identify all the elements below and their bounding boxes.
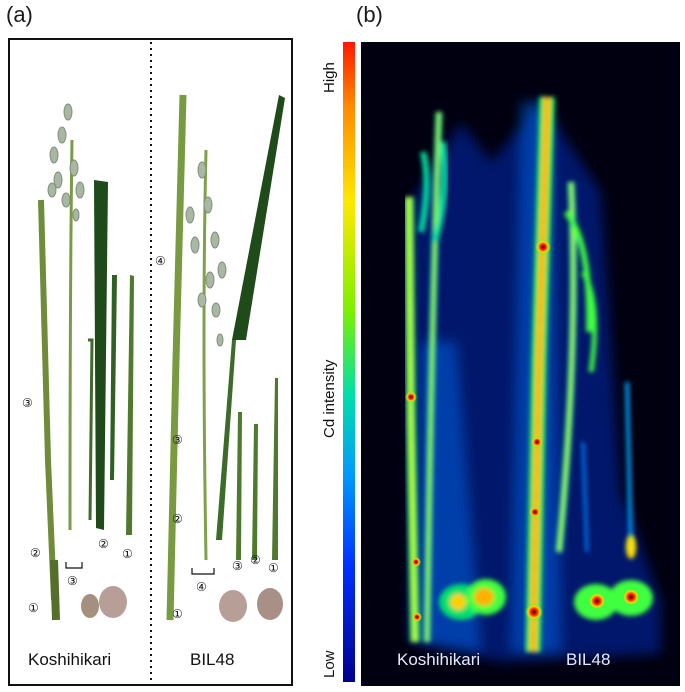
b-flag-leaf [232, 95, 285, 340]
bil48-caption: BIL48 [190, 650, 235, 669]
k-hotspot-3 [412, 612, 422, 622]
b-husk-1 [219, 590, 247, 622]
b-hotspot-4 [525, 603, 543, 621]
cd-image: Koshihikari BIL48 [361, 42, 680, 686]
b-marker-leaf3: ③ [232, 559, 243, 573]
b-marker-node4: ④ [155, 254, 166, 268]
panel-b-label: (b) [356, 2, 383, 27]
k-marker-node3: ③ [22, 396, 33, 410]
b-bracket [191, 568, 215, 575]
b-husk-2 [257, 588, 283, 620]
k-bracket [65, 562, 83, 569]
k-panicle [47, 103, 85, 222]
cd-intensity-colorbar [343, 42, 355, 682]
koshihikari-signal [404, 111, 448, 643]
k-stem-base [50, 559, 60, 621]
cd-heatmap-illustration [404, 96, 661, 662]
b-marker-leaf1: ① [268, 561, 279, 575]
bil48-signal [525, 96, 633, 653]
panel-a-photo: ③ ② ① ③ ② ① ④ ③ ② ① ④ ③ ② ① Koshihikari … [8, 38, 293, 686]
colorbar-high-label: High [321, 62, 338, 93]
bil48-parts [166, 94, 285, 622]
b-leaf-3 [236, 412, 242, 560]
k-main-stem [38, 199, 57, 601]
k-hotspot-1 [405, 391, 417, 403]
k-husk-2 [99, 586, 127, 618]
b-koshihikari-caption: Koshihikari [397, 650, 481, 669]
b-leaf-1 [272, 378, 278, 560]
b-marker-bracket4: ④ [196, 580, 207, 594]
koshihikari-caption: Koshihikari [28, 650, 112, 669]
k-leaf-sheath [88, 338, 94, 521]
b-panicle [185, 161, 227, 347]
colorbar-low-label: Low [321, 650, 338, 678]
k-leaf-2 [110, 275, 117, 480]
b-marker-leaf2: ② [250, 553, 261, 567]
k-husk-1 [81, 594, 99, 618]
panel-b-autoradiograph: High Cd intensity Low [316, 38, 680, 686]
k-panicle-stalk [68, 139, 74, 531]
b-bil48-caption: BIL48 [566, 650, 611, 669]
koshihikari-parts [38, 103, 134, 621]
k-leaf-1 [126, 275, 134, 535]
b-hotspot-1 [535, 239, 551, 255]
b-hotspot-3 [529, 506, 541, 518]
k-marker-bracket3: ③ [67, 574, 78, 588]
k-marker-node2: ② [30, 546, 41, 560]
k-marker-leaf1: ① [122, 547, 133, 561]
b-leaf-2 [252, 424, 258, 560]
b-marker-node2: ② [172, 512, 183, 526]
panel-a-label: (a) [6, 2, 33, 27]
b-marker-node3: ③ [172, 433, 183, 447]
b-main-stem [166, 94, 187, 621]
k-flag-leaf [94, 180, 108, 530]
b-husk-hotspot-1 [588, 592, 606, 610]
k-marker-leaf2: ② [98, 537, 109, 551]
k-marker-node1: ① [28, 601, 39, 615]
colorbar-title: Cd intensity [321, 359, 338, 438]
k-hotspot-2 [411, 557, 421, 567]
koshihikari-husks [439, 579, 506, 620]
b-leaf-sheath [216, 340, 236, 540]
b-marker-node1: ① [172, 607, 183, 621]
b-husk-hotspot-2 [622, 588, 640, 606]
b-panicle-stalk [202, 149, 208, 561]
plant-photo-illustration: ③ ② ① ③ ② ① ④ ③ ② ① ④ ③ ② ① [22, 42, 285, 686]
b-hotspot-2 [531, 436, 543, 448]
